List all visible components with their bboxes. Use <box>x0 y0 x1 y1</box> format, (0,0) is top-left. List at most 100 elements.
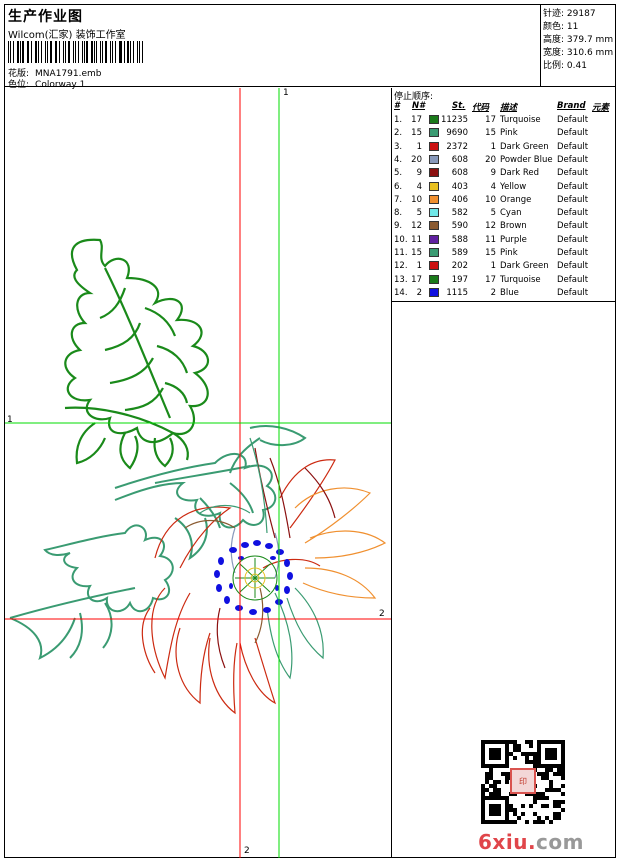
stop-sequence-panel: 停止顺序: # N# St. 代码 描述 Brand 元素 1. 17 11235 1… <box>392 88 615 302</box>
stop-stitches: 1115 <box>446 287 468 298</box>
stop-index: 4. <box>394 154 403 165</box>
stop-brand: Default <box>557 208 589 219</box>
colorway-label: 色位: <box>8 80 30 90</box>
guide-lines <box>5 88 391 858</box>
qr-code <box>481 740 565 824</box>
stop-brand: Default <box>557 128 589 139</box>
company-name: Wilcom(汇家) 装饰工作室 <box>8 30 126 41</box>
stop-needle: 5 <box>416 208 422 219</box>
stop-needle: 10 <box>411 194 422 205</box>
scale-label: 比例: <box>543 61 565 71</box>
stop-needle: 1 <box>416 261 422 272</box>
stop-description: Cyan <box>500 208 522 219</box>
height-stat: 高度: 379.7 mm <box>543 32 613 45</box>
stop-description: Orange <box>500 194 532 205</box>
stitches-stat: 针迹: 29187 <box>543 6 596 19</box>
stop-code: 20 <box>485 154 496 165</box>
stop-code: 4 <box>490 181 496 192</box>
stop-stitches: 608 <box>451 168 468 179</box>
stop-index: 3. <box>394 141 403 152</box>
stop-stitches: 590 <box>451 221 468 232</box>
stop-description: Dark Green <box>500 261 549 272</box>
height-label: 高度: <box>543 35 565 45</box>
width-stat: 宽度: 310.6 mm <box>543 45 613 58</box>
thread-color-swatch <box>429 115 439 124</box>
page-frame <box>4 4 616 858</box>
guide-label-v2: 2 <box>244 846 250 856</box>
stop-index: 5. <box>394 168 403 179</box>
scale-stat: 比例: 0.41 <box>543 58 587 71</box>
stats-panel: 针迹: 29187 颜色: 11 高度: 379.7 mm 宽度: 310.6 … <box>541 5 615 87</box>
stop-stitches: 608 <box>451 154 468 165</box>
page-title: 生产作业图 <box>8 9 83 25</box>
colors-stat: 颜色: 11 <box>543 19 578 32</box>
stop-code: 12 <box>485 221 496 232</box>
thread-color-swatch <box>429 274 439 284</box>
col-code-header: 代码 <box>472 103 490 113</box>
stop-index: 14. <box>394 287 408 298</box>
stop-table-row: 9. 12 590 12 Brown Default <box>392 221 615 234</box>
stop-table-row: 12. 1 202 1 Dark Green Default <box>392 261 615 274</box>
stop-description: Turquoise <box>500 274 541 285</box>
colors-value: 11 <box>566 22 579 32</box>
stop-table-row: 3. 1 2372 1 Dark Green Default <box>392 141 615 155</box>
stop-code: 1 <box>490 261 496 272</box>
stop-needle: 17 <box>411 115 422 125</box>
stitches-label: 针迹: <box>543 9 565 19</box>
stop-index: 10. <box>394 234 408 245</box>
stop-code: 2 <box>490 287 496 298</box>
thread-color-swatch <box>429 261 439 271</box>
guide-label-v1: 1 <box>283 88 289 98</box>
col-stitches-header: St. <box>452 101 466 111</box>
stop-table-row: 6. 4 403 4 Yellow Default <box>392 181 615 195</box>
stop-stitches: 589 <box>451 248 468 258</box>
stop-table-row: 13. 17 197 17 Turquoise Default <box>392 274 615 288</box>
colorway-value: Colorway 1 <box>35 80 86 90</box>
stop-stitches: 406 <box>451 194 468 205</box>
embroidery-preview <box>5 88 391 858</box>
stop-code: 10 <box>485 194 496 205</box>
design-value: MNA1791.emb <box>35 69 102 79</box>
thread-color-swatch <box>429 234 439 244</box>
stop-brand: Default <box>557 168 589 179</box>
thread-color-swatch <box>429 128 439 138</box>
flower-petals <box>141 437 387 715</box>
stop-table-row: 10. 11 588 11 Purple Default <box>392 234 615 248</box>
stop-brand: Default <box>557 234 589 245</box>
col-element-header: 元素 <box>592 103 610 113</box>
stop-code: 11 <box>485 234 496 245</box>
stop-index: 2. <box>394 128 403 139</box>
stop-index: 6. <box>394 181 403 192</box>
stop-table-row: 4. 20 608 20 Powder Blue Default <box>392 154 615 168</box>
thread-color-swatch <box>429 208 439 218</box>
stop-table-header: # N# St. 代码 描述 Brand 元素 <box>392 101 615 114</box>
stop-code: 5 <box>490 208 496 219</box>
stop-code: 9 <box>490 168 496 179</box>
stop-table-row: 5. 9 608 9 Dark Red Default <box>392 168 615 181</box>
guide-label-h2: 2 <box>379 609 385 619</box>
design-label: 花版: <box>8 69 30 79</box>
stop-brand: Default <box>557 154 589 165</box>
stop-brand: Default <box>557 287 589 298</box>
stop-brand: Default <box>557 248 589 258</box>
thread-color-swatch <box>429 221 439 231</box>
stop-index: 13. <box>394 274 408 285</box>
stop-stitches: 2372 <box>446 141 468 152</box>
colorway-info: 色位: Colorway 1 <box>8 77 85 90</box>
stop-stitches: 588 <box>451 234 468 245</box>
stop-needle: 12 <box>411 221 422 232</box>
barcode <box>8 41 146 63</box>
scale-value: 0.41 <box>566 61 587 71</box>
thread-color-swatch <box>429 181 439 191</box>
stop-description: Dark Red <box>500 168 540 179</box>
design-info: 花版: MNA1791.emb <box>8 66 101 79</box>
stop-stitches: 582 <box>451 208 468 219</box>
stop-description: Pink <box>500 248 518 258</box>
stop-index: 9. <box>394 221 403 232</box>
stop-code: 15 <box>485 128 496 139</box>
thread-color-swatch <box>429 154 439 164</box>
stop-brand: Default <box>557 261 589 272</box>
stop-brand: Default <box>557 115 589 125</box>
guide-label-h1: 1 <box>7 415 13 425</box>
col-desc-header: 描述 <box>500 103 518 113</box>
